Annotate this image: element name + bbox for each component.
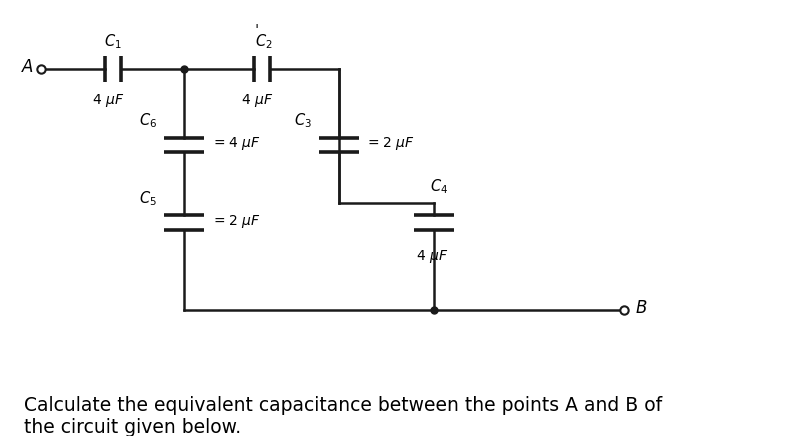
Text: $C_3$: $C_3$ — [294, 111, 312, 129]
Text: $4\ \mu F$: $4\ \mu F$ — [416, 248, 448, 265]
Text: Calculate the equivalent capacitance between the points A and B of
the circuit g: Calculate the equivalent capacitance bet… — [24, 396, 662, 436]
Text: ': ' — [254, 24, 258, 39]
Text: $C_5$: $C_5$ — [139, 189, 158, 208]
Text: $4\ \mu F$: $4\ \mu F$ — [241, 92, 274, 109]
Text: $= 2\ \mu F$: $= 2\ \mu F$ — [210, 213, 260, 230]
Text: $C_4$: $C_4$ — [430, 177, 448, 196]
Text: $C_2$: $C_2$ — [255, 32, 273, 51]
Text: $A$: $A$ — [21, 59, 34, 76]
Text: $C_6$: $C_6$ — [139, 111, 158, 129]
Text: $= 2\ \mu F$: $= 2\ \mu F$ — [366, 135, 415, 152]
Text: $B$: $B$ — [635, 300, 648, 317]
Text: $C_1$: $C_1$ — [104, 32, 122, 51]
Text: $4\ \mu F$: $4\ \mu F$ — [92, 92, 124, 109]
Text: $= 4\ \mu F$: $= 4\ \mu F$ — [210, 135, 260, 152]
